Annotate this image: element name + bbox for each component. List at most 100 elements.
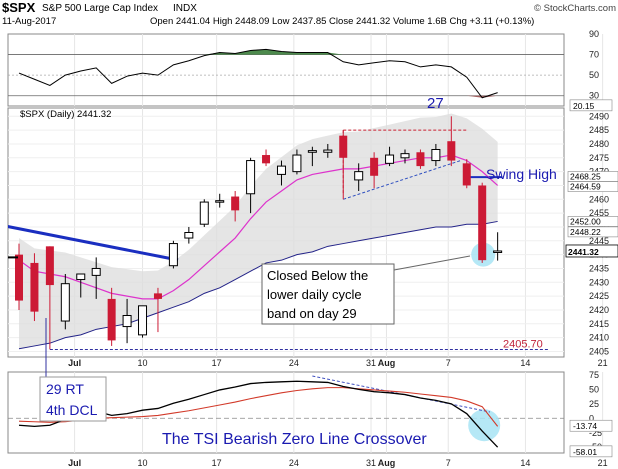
price-tick-label: 2410 [589, 333, 609, 343]
candle-body-down [15, 254, 23, 301]
x-tick-label: 24 [289, 358, 299, 368]
tsi-tick-label: 25 [589, 399, 599, 409]
tsi-value-tag: -58.01 [573, 447, 597, 457]
candle-body-up [323, 149, 333, 153]
tsi-tick-label: 75 [589, 370, 599, 380]
price-panel-label: $SPX (Daily) 2441.32 [20, 109, 111, 120]
rising-dashed-trendline [343, 160, 461, 200]
axes-layer: JulJul1010171724243131AugAug771414212124… [45, 29, 618, 468]
price-tag-box [567, 181, 618, 192]
price-tag-box [567, 226, 618, 238]
x-tick-label: Jul [68, 458, 81, 468]
band-layer [19, 113, 498, 349]
rsi-layer [8, 48, 564, 99]
ohlc-readout: Open 2441.04 High 2448.09 Low 2437.85 Cl… [150, 16, 534, 27]
stockcharts-credit: © StockCharts.com [534, 3, 616, 14]
candle-body-up [215, 200, 225, 203]
candle-body-up [307, 150, 317, 153]
closed-below-callout: Closed Below the lower daily cycle band … [261, 263, 395, 325]
header-date: 11-Aug-2017 [2, 16, 56, 27]
price-tick-label: 2460 [589, 194, 609, 204]
candle-body-up [493, 250, 503, 253]
candle-body-up [354, 171, 364, 181]
tsi-crossover-label: The TSI Bearish Zero Line Crossover [162, 431, 427, 448]
x-tick-label: 31 [366, 458, 376, 468]
price-tick-label: 2425 [589, 291, 609, 301]
candle-body-down [339, 135, 348, 158]
price-tick-label: 2445 [589, 236, 609, 246]
price-tick-label: 2430 [589, 277, 609, 287]
x-tick-label: 24 [289, 458, 299, 468]
candle-body-up [431, 149, 441, 162]
price-tick-label: 2490 [589, 111, 609, 121]
candle-body-down [262, 155, 271, 164]
callout-box [261, 263, 395, 325]
rsi-overbought-fill [19, 49, 498, 55]
x-tick-label: 14 [520, 358, 530, 368]
price-tag: 2448.22 [570, 227, 601, 237]
candle-body-down [462, 163, 471, 186]
candle-body-up [184, 232, 194, 239]
tsi-panel-frame [7, 371, 565, 454]
annotation-day-27: 27 [427, 95, 444, 112]
price-tick-label: 2475 [589, 153, 609, 163]
symbol-name: S&P 500 Large Cap Index [42, 3, 158, 14]
symbol-title: $SPX [2, 0, 36, 15]
candle-body-up [292, 154, 302, 173]
candle-body-down [107, 298, 116, 341]
candle-body-up [199, 201, 209, 225]
x-tick-label: 7 [446, 458, 451, 468]
support-level-label: 2405.70 [503, 339, 543, 351]
candle-body-down [153, 293, 162, 299]
candle-body-up [138, 305, 148, 336]
rsi-value-tag: 20.15 [573, 101, 595, 111]
x-tick-label: Aug [378, 358, 396, 368]
rsi-line [18, 48, 498, 99]
cycle-band [19, 113, 498, 349]
price-tick-label: 2485 [589, 125, 609, 135]
callout-line-2: lower daily cycle [267, 287, 362, 302]
candle-body-up [400, 153, 410, 159]
long-moving-average [18, 220, 498, 350]
candle-body-down [370, 157, 379, 176]
price-tag: 2468.25 [570, 171, 601, 181]
rt-dcl-callout: 29 RT 4th DCL [39, 376, 107, 422]
candle-body-down [30, 262, 39, 312]
tsi-value-tag: -13.74 [573, 421, 597, 431]
price-tick-label: 2455 [589, 208, 609, 218]
rt-line-1: 29 RT [46, 381, 84, 397]
rsi-panel-frame [7, 33, 565, 107]
price-tag-box [567, 216, 618, 227]
tsi-tag-box [569, 419, 613, 432]
rsi-tick-label: 30 [589, 91, 599, 101]
x-tick-label: 7 [446, 358, 451, 368]
candle-body-up [122, 315, 132, 328]
price-tag: 2464.59 [570, 182, 601, 192]
x-tick-label: 10 [138, 358, 148, 368]
rt-box [39, 376, 107, 422]
annotation-swing-high: Swing High [486, 166, 557, 182]
price-layer [8, 116, 548, 351]
candle-body-down [231, 196, 240, 211]
current-price-tag: 2441.32 [568, 247, 599, 257]
price-tag: 2452.00 [570, 216, 601, 226]
rsi-tag-box [569, 99, 613, 112]
x-tick-label: 17 [212, 458, 222, 468]
candle-body-down [45, 246, 54, 286]
price-tick-label: 2405 [589, 346, 609, 356]
x-tick-label: 10 [138, 458, 148, 468]
price-panel-frame [7, 107, 565, 358]
downtrend-line [8, 225, 179, 262]
x-tick-label: Aug [378, 458, 396, 468]
callout-line-1: Closed Below the [267, 268, 368, 283]
tsi-tick-label: 0 [589, 413, 594, 423]
candle-body-up [168, 243, 178, 267]
tsi-tick-label: -25 [589, 428, 602, 438]
x-tick-label: 17 [212, 358, 222, 368]
tsi-tick-label: 50 [589, 384, 599, 394]
candle-body-up [60, 283, 70, 322]
x-tick-label: 31 [366, 358, 376, 368]
current-price-box [565, 244, 618, 258]
price-tick-label: 2435 [589, 263, 609, 273]
candle-body-up [276, 165, 286, 175]
